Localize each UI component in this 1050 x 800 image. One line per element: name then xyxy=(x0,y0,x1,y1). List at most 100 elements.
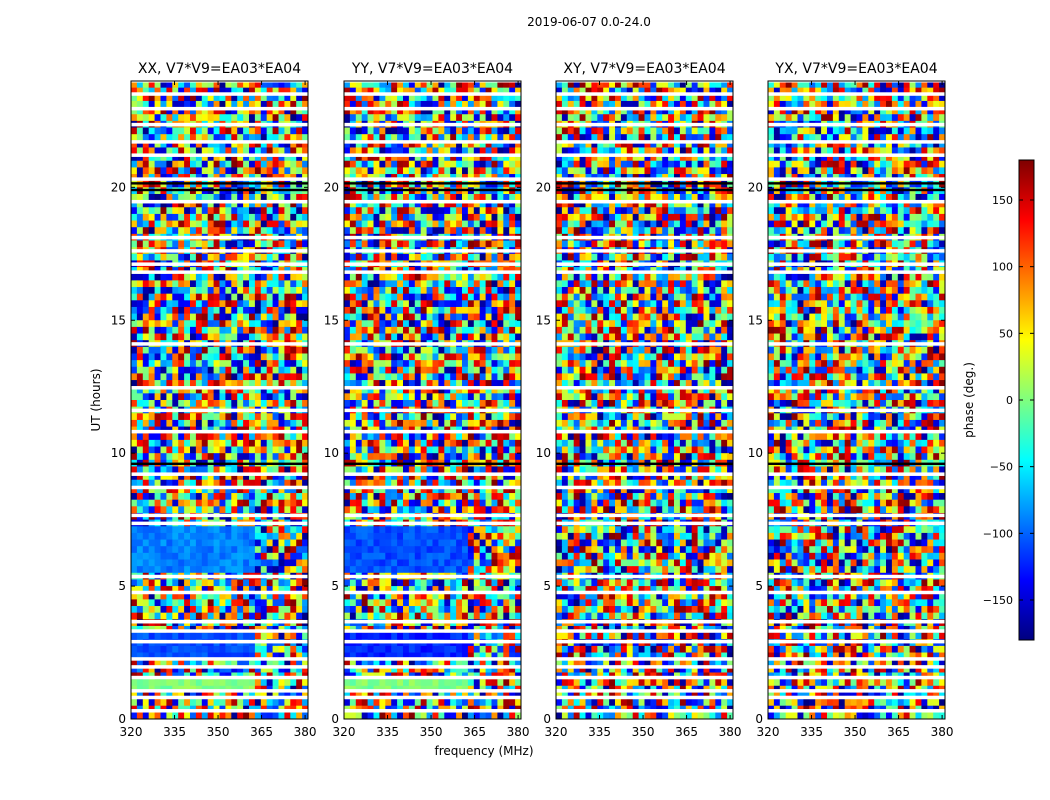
heatmap-cell xyxy=(485,466,492,474)
heatmap-cell xyxy=(355,193,363,202)
heatmap-cell xyxy=(178,592,185,600)
heatmap-cell xyxy=(426,393,433,401)
heatmap-cell xyxy=(190,280,197,288)
heatmap-cell xyxy=(266,486,273,494)
heatmap-cell xyxy=(349,107,357,115)
heatmap-cell xyxy=(349,373,357,381)
heatmap-cell xyxy=(403,107,410,115)
heatmap-cell xyxy=(491,380,498,388)
heatmap-cell xyxy=(148,659,155,667)
heatmap-cell xyxy=(497,193,504,202)
heatmap-cell xyxy=(166,200,173,208)
heatmap-cell xyxy=(219,566,226,574)
heatmap-cell xyxy=(260,586,268,594)
heatmap-cell xyxy=(254,213,262,221)
heatmap-cell xyxy=(485,313,492,321)
heatmap-cell xyxy=(136,532,144,540)
heatmap-cell xyxy=(503,453,510,461)
heatmap-cell xyxy=(154,592,161,600)
heatmap-cell xyxy=(207,87,214,95)
heatmap-cell xyxy=(131,240,138,248)
heatmap-cell xyxy=(503,526,510,534)
heatmap-cell xyxy=(225,659,232,667)
heatmap-cell xyxy=(172,645,179,653)
heatmap-cell xyxy=(491,493,498,501)
heatmap-cell xyxy=(290,439,297,447)
heatmap-cell xyxy=(509,466,516,474)
heatmap-cell xyxy=(254,532,262,540)
heatmap-cell xyxy=(515,419,522,427)
heatmap-cell xyxy=(166,586,173,594)
heatmap-cell xyxy=(166,466,173,474)
heatmap-cell xyxy=(190,699,197,707)
heatmap-cell xyxy=(136,679,144,687)
heatmap-cell xyxy=(231,373,238,381)
heatmap-cell xyxy=(414,273,422,281)
heatmap-cell xyxy=(403,373,410,381)
heatmap-cell xyxy=(302,466,309,474)
heatmap-cell xyxy=(290,360,297,368)
heatmap-cell xyxy=(178,140,185,148)
heatmap-cell xyxy=(243,393,250,401)
heatmap-cell xyxy=(503,400,510,408)
heatmap-cell xyxy=(349,393,357,401)
heatmap-cell xyxy=(219,419,226,427)
heatmap-cell xyxy=(491,413,498,421)
heatmap-cell xyxy=(408,473,416,481)
heatmap-cell xyxy=(213,380,220,388)
heatmap-cell xyxy=(290,253,297,261)
heatmap-cell xyxy=(190,287,197,295)
heatmap-cell xyxy=(391,114,398,122)
heatmap-cell xyxy=(231,439,238,447)
heatmap-cell xyxy=(160,659,167,667)
heatmap-cell xyxy=(131,107,138,115)
heatmap-cell xyxy=(278,566,285,574)
heatmap-cell xyxy=(408,446,416,454)
heatmap-cell xyxy=(225,346,232,354)
heatmap-cell xyxy=(154,699,161,707)
heatmap-cell xyxy=(296,446,303,454)
heatmap-cell xyxy=(225,147,232,155)
heatmap-cell xyxy=(373,227,380,235)
heatmap-cell xyxy=(503,167,510,175)
heatmap-cell xyxy=(485,213,492,221)
heatmap-cell xyxy=(467,320,475,328)
heatmap-cell xyxy=(290,499,297,507)
heatmap-cell xyxy=(213,87,220,95)
heatmap-cell xyxy=(195,645,203,653)
heatmap-cell xyxy=(456,439,463,447)
heatmap-cell xyxy=(190,360,197,368)
flagged-row xyxy=(131,249,308,253)
heatmap-cell xyxy=(296,393,303,401)
heatmap-cell xyxy=(136,300,144,308)
heatmap-cell xyxy=(201,659,209,667)
heatmap-cell xyxy=(219,373,226,381)
heatmap-cell xyxy=(408,493,416,501)
heatmap-cell xyxy=(426,140,433,148)
heatmap-cell xyxy=(178,360,185,368)
heatmap-cell xyxy=(266,466,273,474)
heatmap-cell xyxy=(148,466,155,474)
heatmap-cell xyxy=(379,240,386,248)
heatmap-cell xyxy=(184,393,191,401)
heatmap-cell xyxy=(302,287,309,295)
heatmap-cell xyxy=(260,300,268,308)
heatmap-cell xyxy=(503,253,510,261)
heatmap-cell xyxy=(131,632,138,640)
heatmap-cell xyxy=(367,532,374,540)
heatmap-cell xyxy=(385,446,392,454)
heatmap-cell xyxy=(302,313,309,321)
heatmap-cell xyxy=(249,665,256,673)
heatmap-cell xyxy=(450,433,457,441)
heatmap-cell xyxy=(154,160,161,168)
heatmap-cell xyxy=(302,300,309,308)
heatmap-cell xyxy=(254,320,262,328)
heatmap-cell xyxy=(361,506,368,514)
heatmap-cell xyxy=(420,313,427,321)
heatmap-cell xyxy=(515,273,522,281)
heatmap-cell xyxy=(201,466,209,474)
heatmap-cell xyxy=(260,293,268,301)
heatmap-cell xyxy=(278,380,285,388)
heatmap-cell xyxy=(254,160,262,168)
heatmap-cell xyxy=(190,466,197,474)
